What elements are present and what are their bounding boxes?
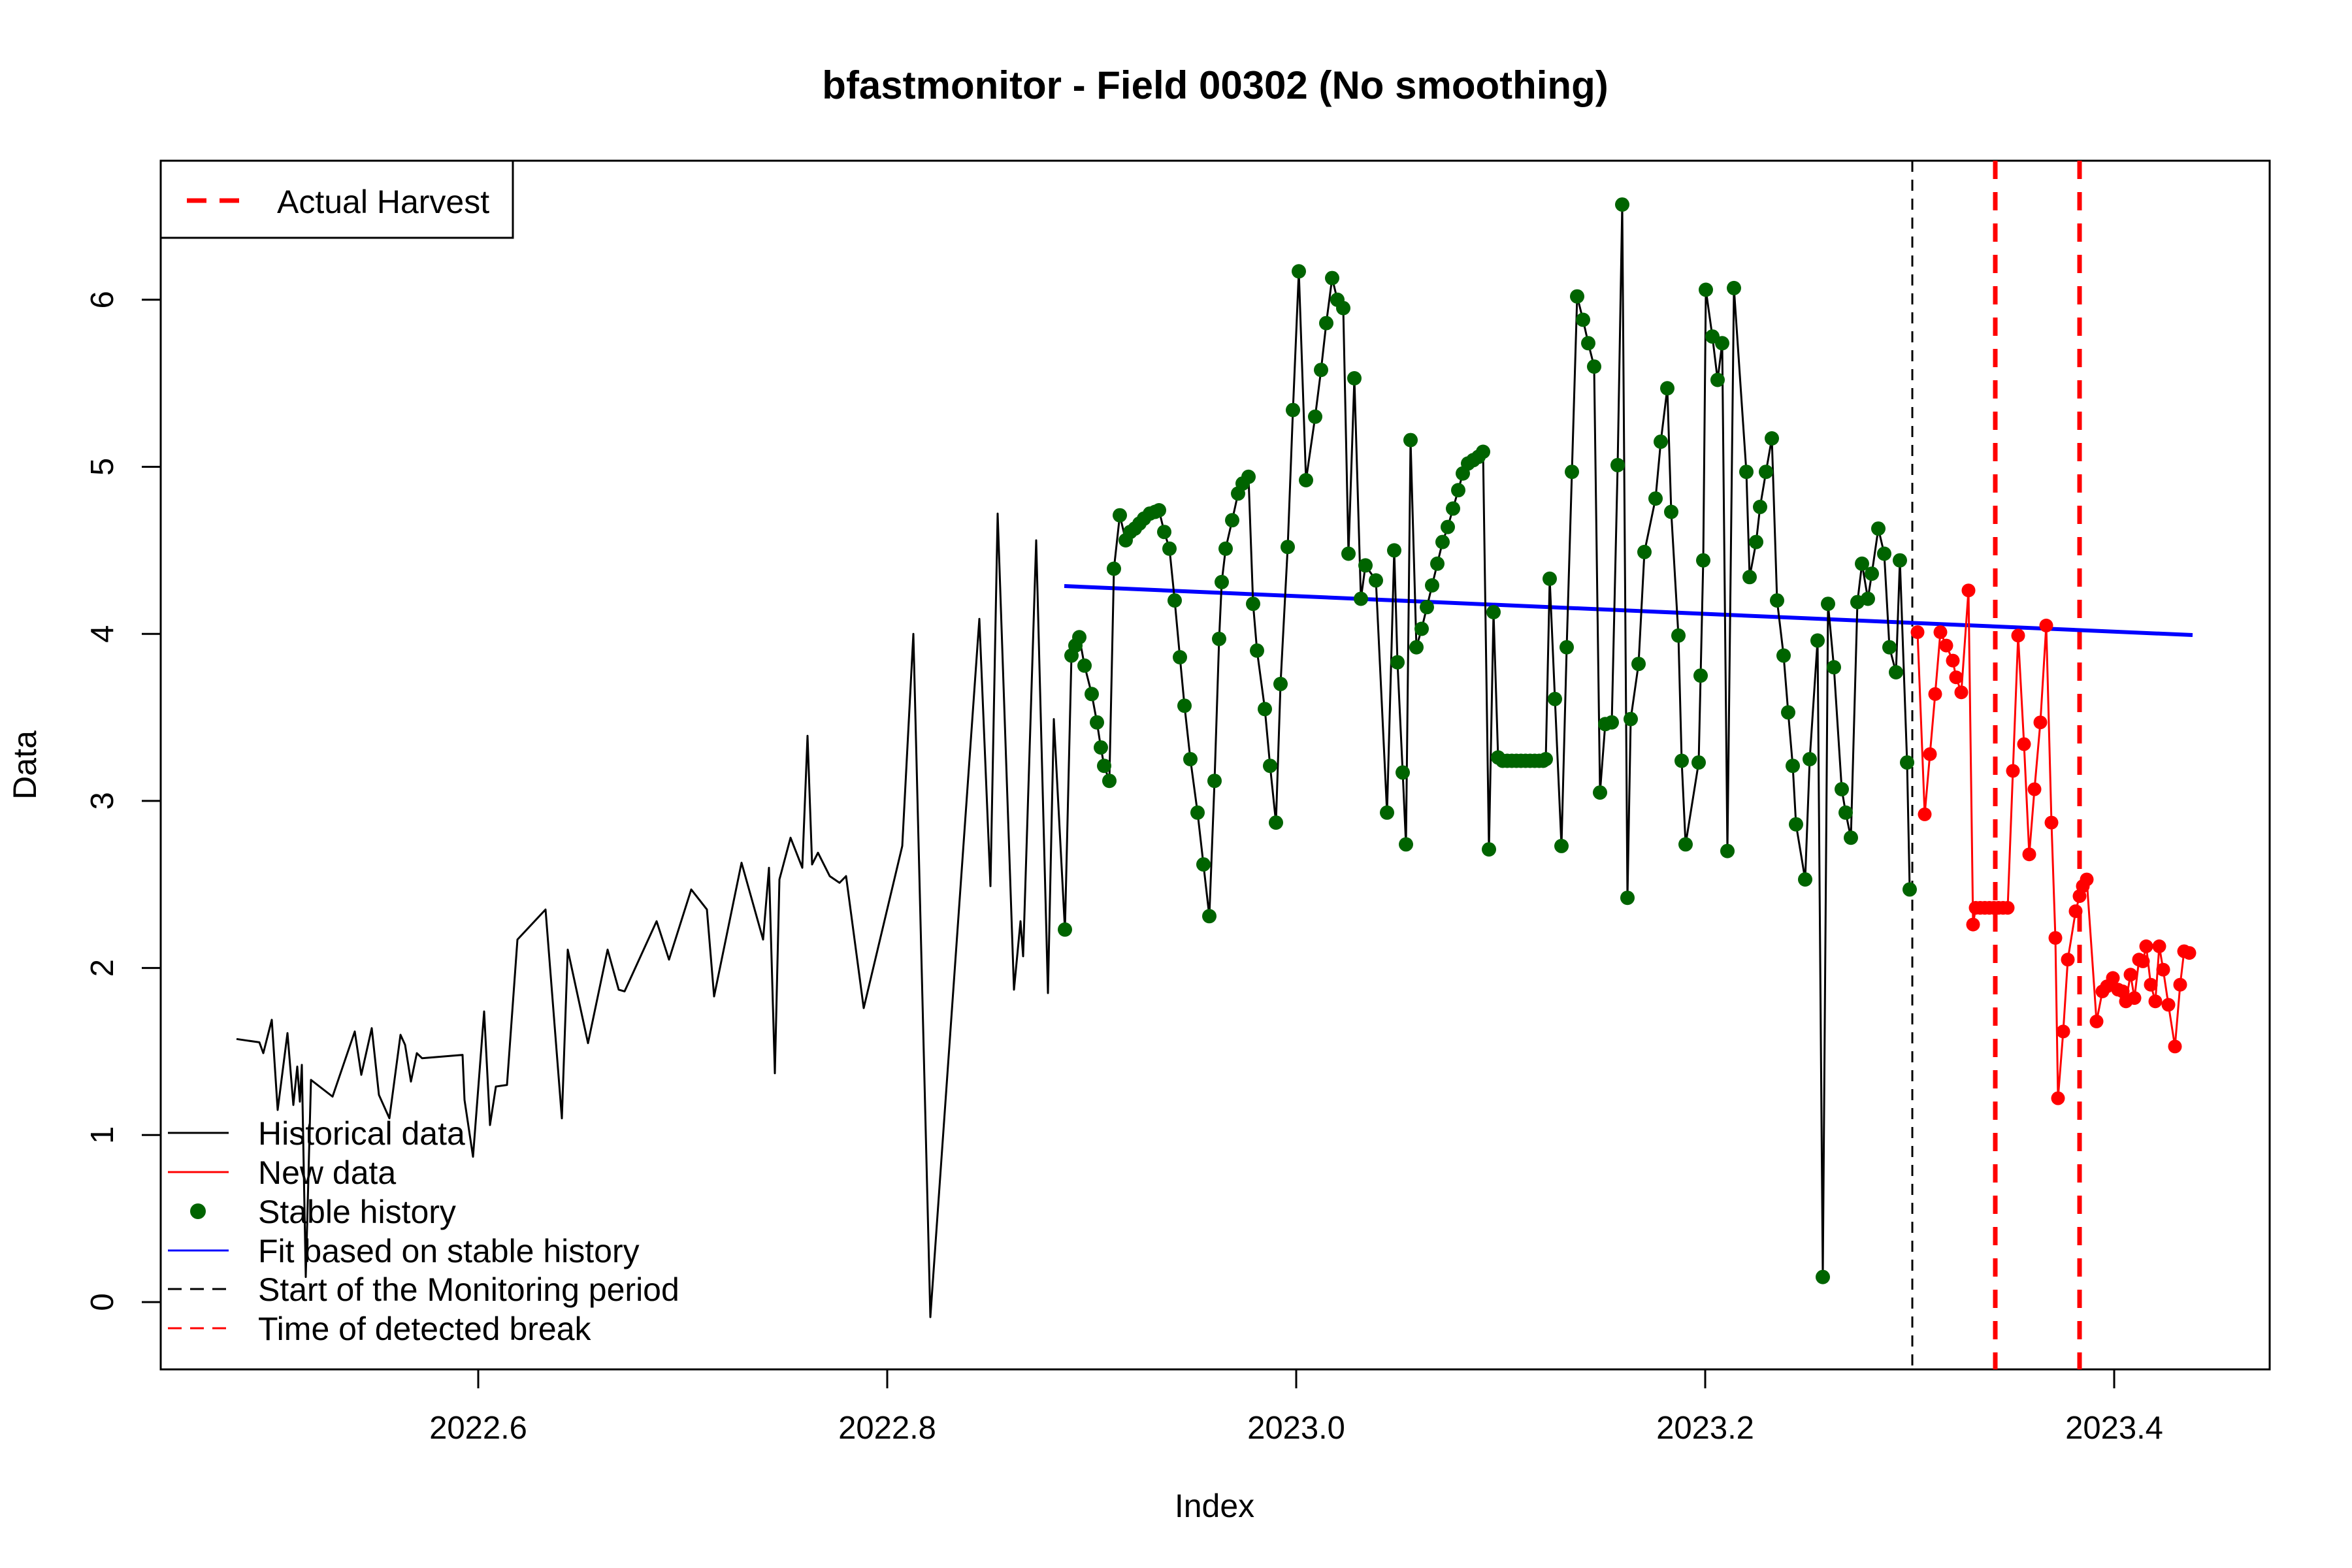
svg-text:Fit based on stable history: Fit based on stable history [258,1233,640,1269]
svg-text:2023.0: 2023.0 [1247,1411,1345,1446]
svg-text:Index: Index [1175,1488,1254,1524]
svg-text:2022.8: 2022.8 [838,1411,936,1446]
svg-text:1: 1 [85,1126,120,1144]
svg-text:Data: Data [7,730,43,800]
svg-text:Historical data: Historical data [258,1115,465,1152]
svg-text:2: 2 [85,959,120,977]
svg-text:2023.2: 2023.2 [1656,1411,1754,1446]
svg-text:4: 4 [85,625,120,643]
svg-text:bfastmonitor - Field 00302 (No: bfastmonitor - Field 00302 (No smoothing… [822,63,1608,107]
svg-text:Time of detected break: Time of detected break [258,1311,592,1347]
svg-text:6: 6 [85,291,120,308]
svg-text:5: 5 [85,458,120,476]
svg-text:3: 3 [85,792,120,809]
svg-text:2023.4: 2023.4 [2065,1411,2163,1446]
svg-text:Actual Harvest: Actual Harvest [277,184,489,220]
svg-text:0: 0 [85,1293,120,1311]
svg-text:Start of the Monitoring period: Start of the Monitoring period [258,1271,679,1308]
svg-text:2022.6: 2022.6 [429,1411,527,1446]
svg-text:New data: New data [258,1154,396,1191]
svg-text:Stable history: Stable history [258,1194,456,1230]
